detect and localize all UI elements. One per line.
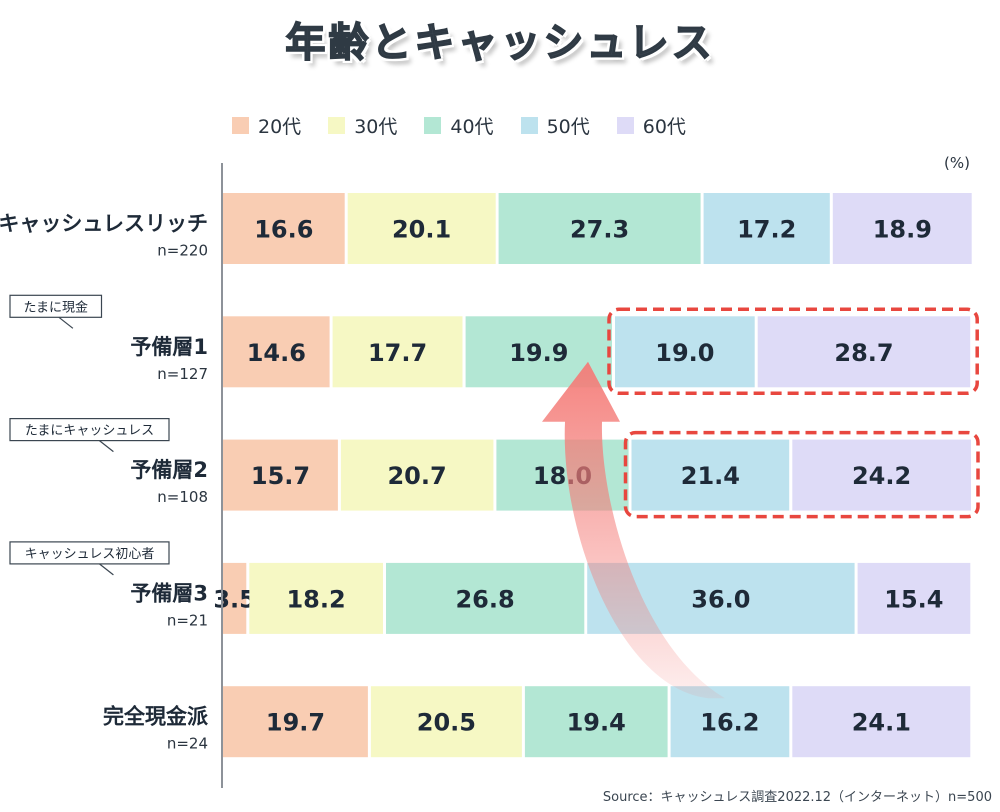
bar-segment	[223, 193, 345, 264]
category-tag: たまにキャッシュレス	[9, 418, 170, 453]
sample-size-label: n=21	[167, 611, 208, 629]
bar-segment	[832, 193, 972, 264]
bar-segment	[223, 439, 338, 511]
data-label: 24.1	[852, 709, 911, 737]
legend-item: 20代	[232, 112, 301, 139]
bar-row: 15.7 20.7 18.0 21.4 24.2	[223, 439, 971, 511]
category-axis-line	[221, 163, 223, 788]
data-label: 14.6	[247, 339, 306, 367]
bar-segment	[223, 316, 330, 388]
bar-segment	[332, 316, 463, 388]
legend-swatch	[232, 117, 249, 134]
data-label: 19.7	[266, 709, 325, 737]
trend-arrow	[542, 361, 725, 699]
bar-segment	[631, 439, 790, 511]
category-tag: たまに現金	[9, 294, 103, 329]
bar-segment	[386, 562, 585, 634]
data-label: 18.9	[873, 216, 932, 244]
legend-label: 20代	[258, 116, 302, 138]
legend: 20代 30代 40代 50代 60代	[232, 112, 686, 139]
data-label: 3.5	[213, 585, 256, 613]
arrow-shape	[542, 361, 725, 699]
data-label: 18.2	[286, 585, 345, 613]
legend-item: 60代	[616, 112, 686, 139]
legend-label: 50代	[546, 116, 590, 138]
bar-segment	[670, 686, 790, 758]
legend-swatch	[520, 117, 538, 134]
highlight-box	[607, 307, 979, 396]
category-tag-text: たまにキャッシュレス	[25, 424, 154, 439]
bar-segment	[370, 686, 522, 758]
data-label: 28.7	[834, 339, 893, 367]
legend-swatch	[328, 117, 346, 134]
category-label: 完全現金派	[103, 705, 209, 729]
bar-segment	[347, 193, 496, 264]
data-label: 27.3	[570, 216, 629, 244]
sample-size-label: n=220	[157, 242, 208, 260]
unit-label: (%)	[944, 154, 970, 172]
bar-segment	[757, 316, 971, 388]
data-label: 26.8	[455, 585, 514, 613]
legend-item: 50代	[520, 112, 590, 139]
data-label: 19.0	[655, 339, 714, 367]
bar-segment	[223, 562, 247, 634]
data-label: 21.4	[681, 462, 740, 490]
sample-size-label: n=127	[157, 365, 208, 383]
data-label: 19.4	[567, 709, 626, 737]
legend-swatch	[616, 117, 634, 134]
chart-title: 年齢とキャッシュレス	[285, 19, 715, 67]
bar-row: 16.6 20.1 27.3 17.2 18.9	[223, 193, 972, 264]
data-label: 36.0	[691, 585, 750, 613]
category-label: 予備層2	[130, 458, 208, 482]
data-label: 19.9	[509, 339, 568, 367]
legend-label: 40代	[450, 116, 494, 138]
sample-size-label: n=108	[157, 488, 208, 506]
bar-segment	[498, 193, 701, 264]
data-label: 15.7	[251, 462, 310, 490]
sample-size-label: n=24	[167, 735, 208, 753]
data-label: 20.7	[387, 462, 446, 490]
category-tag: キャッシュレス初心者	[9, 541, 170, 576]
category-tag-text: たまに現金	[23, 299, 88, 315]
bar-segment	[792, 686, 971, 758]
category-label: キャッシュレスリッチ	[0, 212, 208, 236]
data-label: 16.2	[700, 709, 759, 737]
source-note: Source：キャッシュレス調査2022.12（インターネット）n=500	[602, 790, 992, 805]
bar-segment	[615, 316, 755, 388]
legend-label: 60代	[642, 116, 686, 138]
category-label: 予備層3	[130, 581, 208, 605]
bar-segment	[340, 439, 494, 511]
bar-segment	[703, 193, 830, 264]
data-label: 20.1	[392, 216, 451, 244]
bar-segment	[792, 439, 971, 511]
bar-segment	[223, 686, 368, 758]
legend-item: 40代	[424, 112, 494, 139]
bar-segment	[857, 562, 971, 634]
data-label: 16.6	[254, 216, 313, 244]
bar-row: 14.6 17.7 19.9 19.0 28.7	[223, 316, 971, 388]
data-label: 15.4	[884, 585, 943, 613]
data-label: 20.5	[417, 709, 476, 737]
category-label: 予備層1	[130, 335, 208, 359]
bar-row: 19.7 20.5 19.4 16.2 24.1	[223, 686, 971, 758]
data-label: 17.7	[368, 339, 427, 367]
bar-segment	[249, 562, 383, 634]
legend-swatch	[424, 117, 442, 134]
data-label: 17.2	[737, 216, 796, 244]
legend-item: 30代	[328, 112, 397, 139]
bar-segment	[524, 686, 668, 758]
category-tag-text: キャッシュレス初心者	[25, 547, 155, 562]
highlight-box	[623, 430, 980, 519]
data-label: 24.2	[852, 462, 911, 490]
legend-label: 30代	[354, 116, 398, 138]
